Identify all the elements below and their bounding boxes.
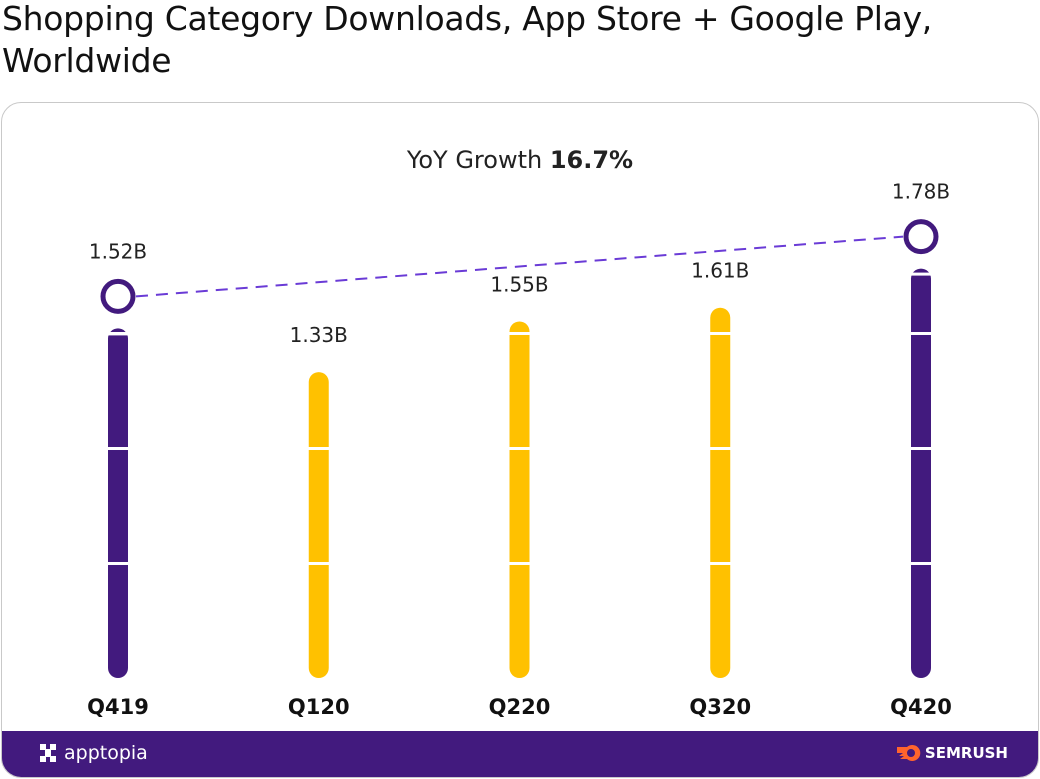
gridline-mark — [910, 447, 932, 450]
yoy-label: YoY Growth — [406, 146, 542, 174]
trend-line — [135, 235, 904, 298]
gridline-mark — [910, 332, 932, 335]
gridline-mark — [307, 447, 330, 450]
trend-point — [903, 219, 939, 255]
apptopia-icon — [40, 744, 56, 762]
semrush-icon — [896, 745, 921, 761]
gridline-mark — [508, 447, 531, 450]
bar-cap-gap — [107, 332, 129, 336]
gridline-mark — [107, 447, 129, 450]
apptopia-logo: apptopia — [38, 742, 148, 764]
semrush-label: SEMRUSH — [924, 744, 1008, 762]
category-label: Q220 — [489, 695, 551, 719]
bar-Q419 — [108, 328, 128, 678]
gridline-mark — [709, 562, 732, 565]
gridline-mark — [307, 562, 330, 565]
gridline-mark — [508, 562, 531, 565]
gridline-mark — [508, 332, 531, 335]
bar-Q320 — [710, 307, 731, 678]
value-label: 1.61B — [691, 259, 749, 283]
gridline-mark — [709, 332, 732, 335]
gridline-mark — [910, 562, 932, 565]
apptopia-label: apptopia — [64, 742, 148, 764]
chart-title: Shopping Category Downloads, App Store +… — [2, 0, 932, 80]
gridline-mark — [107, 562, 129, 565]
yoy-value: 16.7% — [550, 146, 633, 174]
bar-Q420 — [911, 268, 931, 678]
category-label: Q120 — [288, 695, 350, 719]
value-label: 1.52B — [89, 239, 147, 263]
value-label: 1.55B — [490, 273, 548, 297]
bar-Q120 — [308, 372, 329, 678]
bar-Q220 — [509, 321, 530, 678]
semrush-logo: SEMRUSH — [896, 744, 1008, 762]
gridline-mark — [307, 332, 330, 335]
yoy-growth: YoY Growth 16.7% — [406, 146, 633, 174]
trend-point — [100, 278, 136, 314]
value-label: 1.78B — [892, 180, 950, 204]
footer-bar: apptopia SEMRUSH — [2, 731, 1038, 777]
category-label: Q420 — [890, 695, 952, 719]
category-label: Q320 — [689, 695, 751, 719]
gridline-mark — [709, 447, 732, 450]
bar-cap-gap — [910, 272, 932, 276]
category-label: Q419 — [87, 695, 149, 719]
value-label: 1.33B — [290, 323, 348, 347]
